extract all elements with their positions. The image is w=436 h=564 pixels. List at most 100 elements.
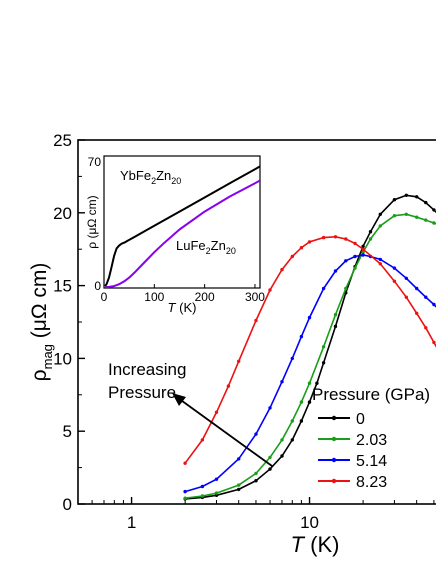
data-point <box>368 237 373 241</box>
legend-label: 0 <box>356 411 365 428</box>
data-point <box>361 253 365 257</box>
data-point <box>404 212 408 216</box>
y-tick-label: 10 <box>53 349 72 368</box>
increasing-pressure-arrow <box>172 393 273 467</box>
y-tick-label: 15 <box>53 277 72 296</box>
data-point <box>299 419 304 423</box>
data-point <box>307 315 312 320</box>
data-point <box>200 484 205 489</box>
inset-label-ybfe2zn20: YbFe2Zn20 <box>120 168 181 186</box>
data-point <box>237 483 241 487</box>
inset-x-tick-label: 100 <box>144 290 164 304</box>
data-point <box>353 254 357 259</box>
main-plot-series <box>183 193 436 501</box>
data-point <box>368 230 373 234</box>
data-point <box>392 266 397 270</box>
data-point <box>237 359 241 363</box>
y-tick-label: 5 <box>63 422 72 441</box>
data-point <box>378 257 382 262</box>
data-point <box>214 410 219 414</box>
data-point <box>361 244 365 248</box>
data-point <box>254 471 258 476</box>
data-point <box>392 198 397 202</box>
data-point <box>268 467 272 471</box>
data-point <box>361 250 365 254</box>
data-point <box>424 295 428 299</box>
legend-label: 8.23 <box>356 474 387 491</box>
data-point <box>415 215 419 219</box>
data-point <box>344 286 348 291</box>
data-point <box>392 279 397 283</box>
data-point <box>183 496 187 500</box>
data-point <box>378 262 382 266</box>
data-point <box>378 224 382 228</box>
data-point <box>404 276 408 280</box>
data-point <box>432 208 436 212</box>
inset-y-tick-label: 70 <box>88 155 102 169</box>
main-axis-ticks: 0 5 10 15 20 25 1 10 <box>53 131 435 532</box>
inset-x-tick-label: 0 <box>101 290 108 304</box>
data-point <box>432 340 436 345</box>
series-line-8.23 <box>184 235 436 464</box>
data-point <box>424 200 428 205</box>
x-axis-label: T (K) <box>291 532 340 557</box>
y-axis-label: ρmag (μΩ cm) <box>28 263 55 382</box>
data-point <box>415 195 419 199</box>
data-point <box>183 461 187 465</box>
data-point <box>333 269 338 273</box>
data-point <box>307 240 312 244</box>
data-point <box>333 324 338 329</box>
legend-label: 2.03 <box>356 432 387 449</box>
data-point <box>268 406 272 410</box>
data-point <box>200 494 205 498</box>
data-point <box>237 457 241 461</box>
data-point <box>268 288 272 292</box>
data-point <box>333 313 338 317</box>
data-point <box>321 345 326 349</box>
data-point <box>353 266 357 270</box>
data-point <box>378 212 382 216</box>
data-point <box>226 384 231 388</box>
data-point <box>214 477 219 481</box>
data-point <box>280 438 284 442</box>
data-point <box>254 318 258 323</box>
data-point <box>321 235 326 240</box>
data-point <box>361 247 365 251</box>
legend-marker <box>331 457 337 463</box>
data-point <box>321 361 326 365</box>
data-point <box>280 454 284 458</box>
inset-plot-series <box>104 165 260 288</box>
data-point <box>290 254 294 259</box>
y-tick-label: 20 <box>53 204 72 223</box>
data-point <box>307 400 312 404</box>
legend-label: 5.14 <box>356 453 387 470</box>
data-point <box>404 295 408 299</box>
data-point <box>432 221 436 225</box>
inset-x-tick-label: 300 <box>245 290 265 304</box>
data-point <box>290 419 294 423</box>
data-point <box>344 259 348 263</box>
annotation-line-1: Increasing <box>108 360 186 379</box>
inset-y-axis-label: ρ (μΩ cm) <box>85 195 99 248</box>
y-tick-label: 0 <box>63 495 72 514</box>
data-point <box>200 438 205 442</box>
inset-frame <box>103 155 261 289</box>
data-point <box>254 479 258 483</box>
legend: Pressure (GPa) 0 2.03 5.14 8.23 <box>312 385 430 491</box>
data-point <box>214 491 219 495</box>
annotation-line-2: Pressure <box>108 383 176 402</box>
inset-series-line-LuFe2Zn20 <box>104 179 260 288</box>
data-point <box>299 334 304 339</box>
data-point <box>254 432 258 436</box>
data-point <box>280 267 284 272</box>
legend-title: Pressure (GPa) <box>312 385 430 404</box>
data-point <box>353 241 357 246</box>
x-tick-label: 10 <box>300 513 319 532</box>
legend-marker <box>331 478 337 484</box>
data-point <box>415 286 419 291</box>
inset-y-tick-label: 0 <box>94 279 101 293</box>
data-point <box>268 455 272 460</box>
y-tick-label: 25 <box>53 131 72 150</box>
legend-marker <box>331 436 337 442</box>
x-tick-label: 1 <box>127 513 136 532</box>
